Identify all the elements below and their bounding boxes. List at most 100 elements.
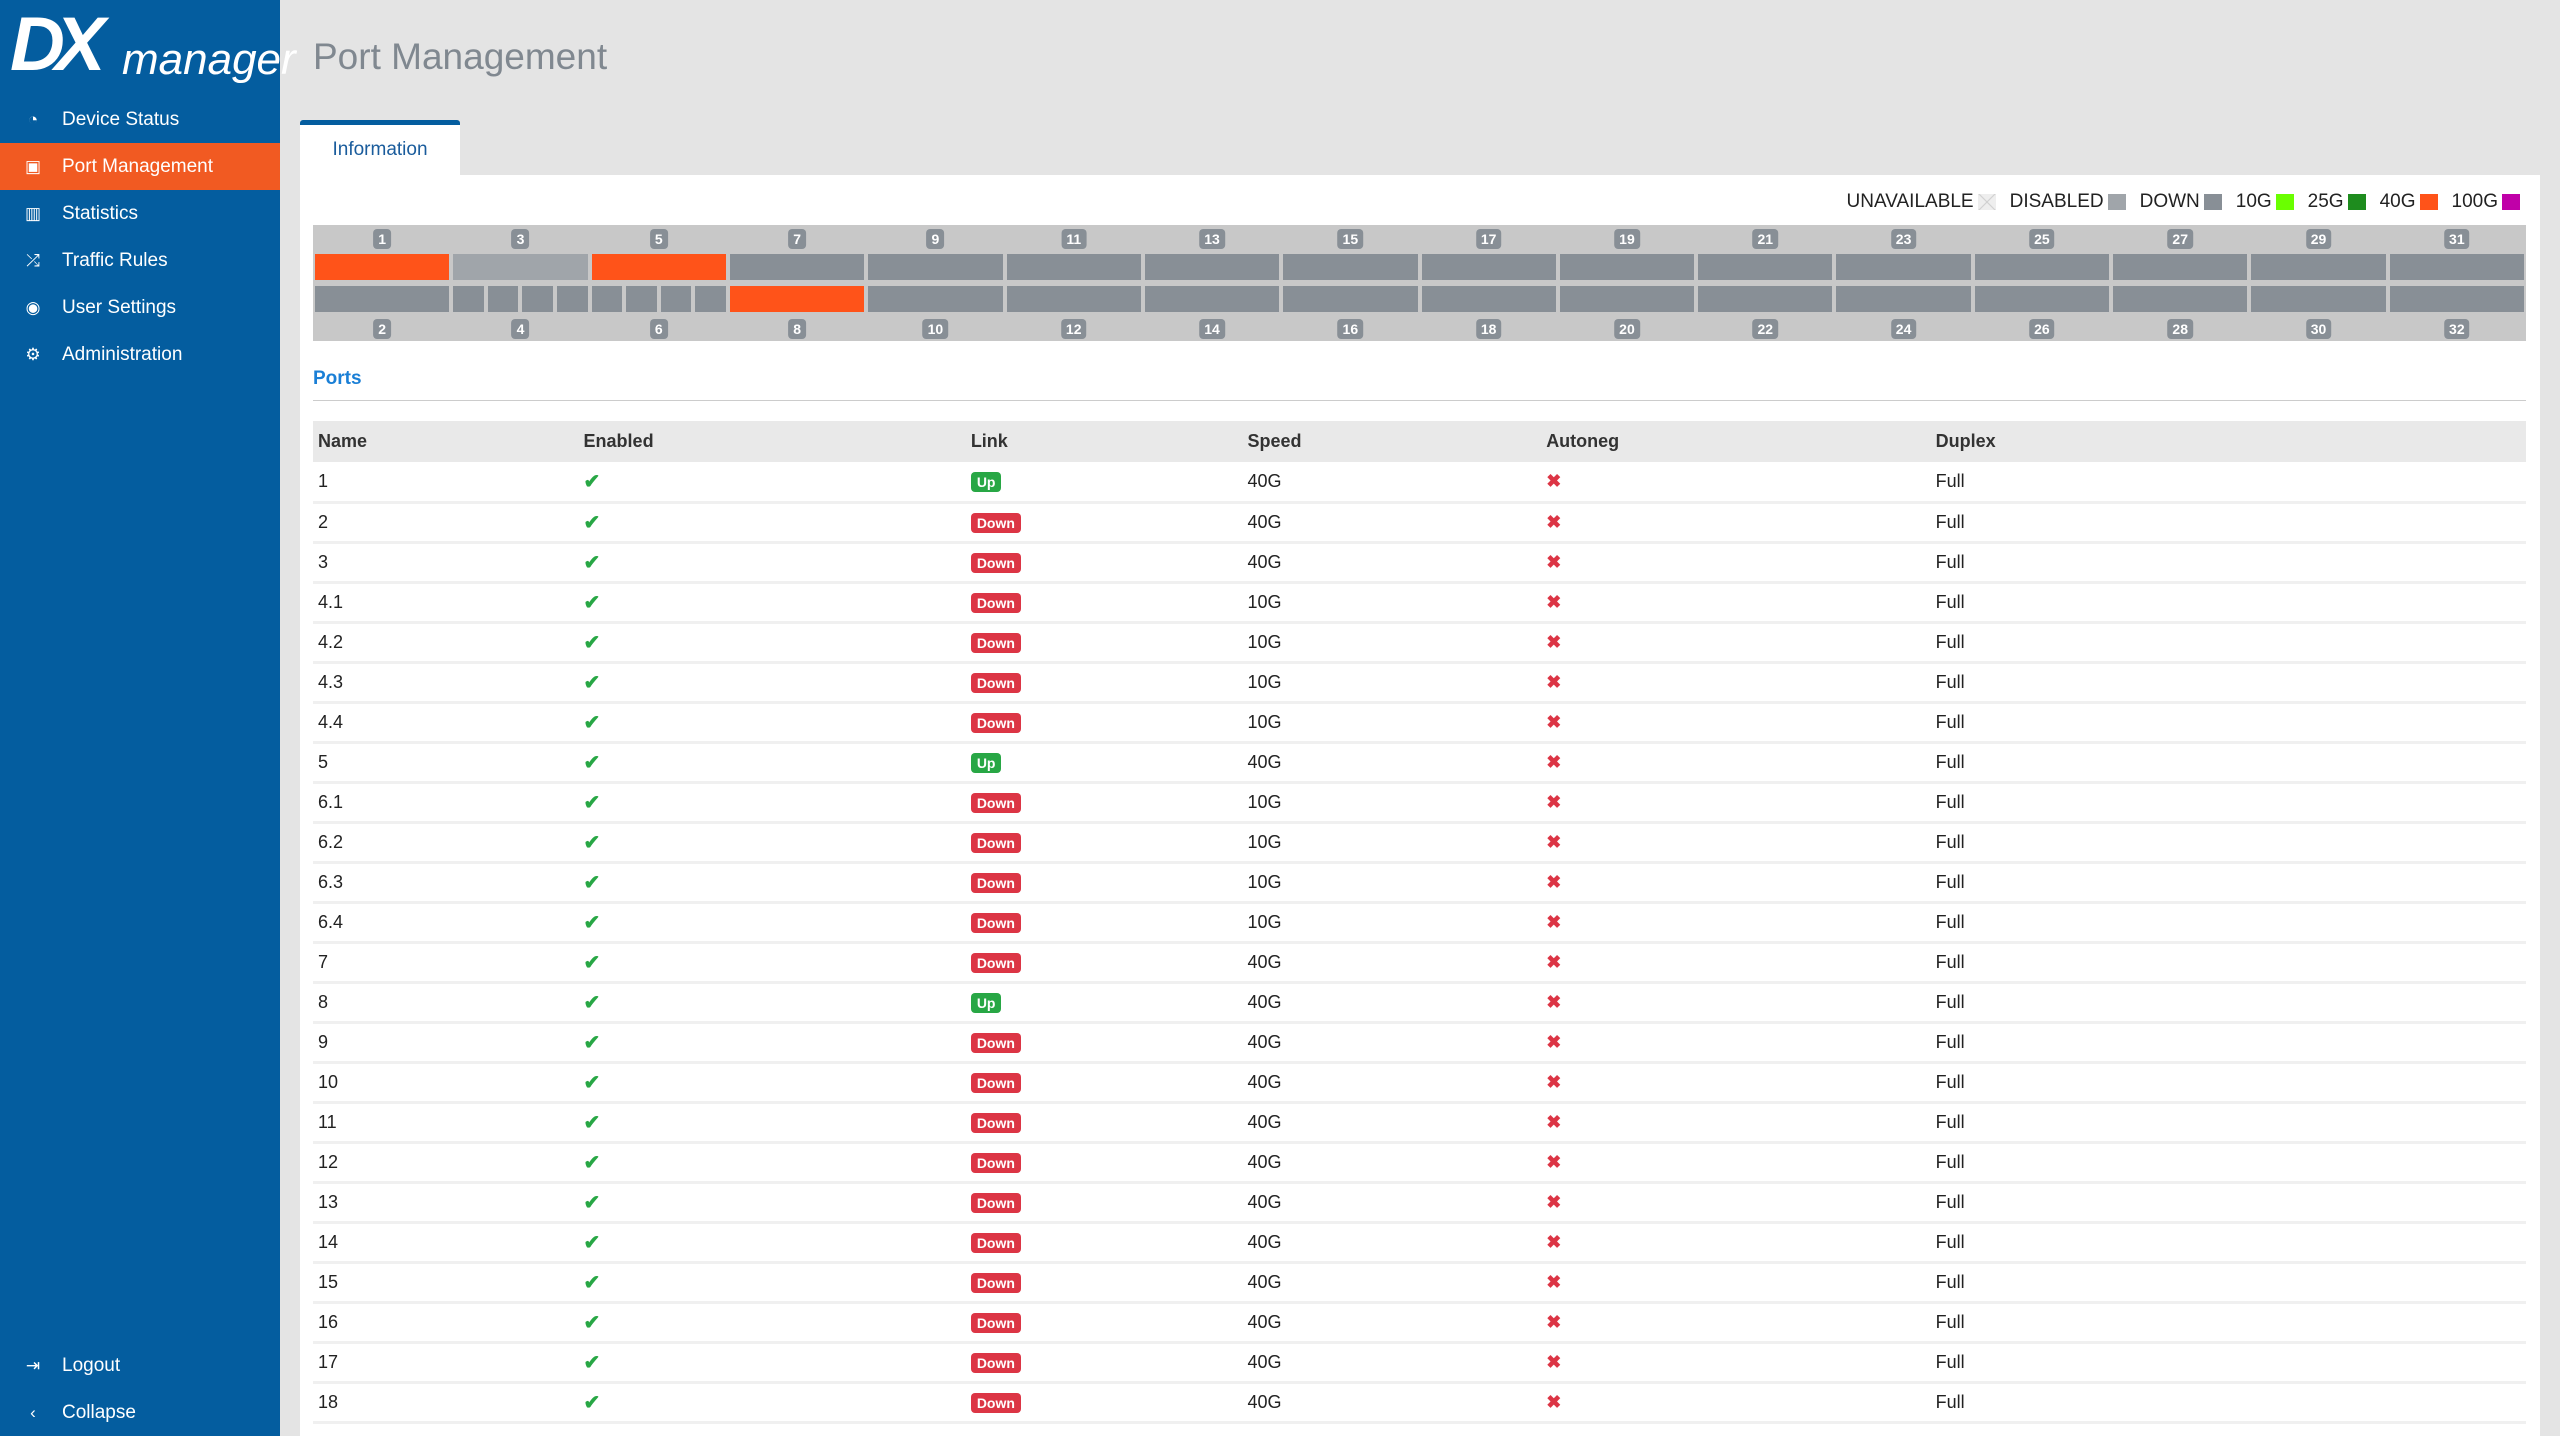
port-23[interactable] (1836, 254, 1971, 280)
table-row[interactable]: 16 ✔ Down 40G ✖ Full (313, 1302, 2526, 1344)
port-segment-down[interactable] (453, 286, 484, 312)
port-24[interactable] (1836, 286, 1971, 312)
port-28[interactable] (2113, 286, 2248, 312)
port-15[interactable] (1283, 254, 1418, 280)
port-segment-down[interactable] (2389, 254, 2524, 280)
port-11[interactable] (1006, 254, 1141, 280)
logo[interactable]: DX manager (10, 7, 296, 85)
table-row[interactable]: 11 ✔ Down 40G ✖ Full (313, 1102, 2526, 1144)
port-17[interactable] (1421, 254, 1556, 280)
port-segment-down[interactable] (868, 286, 1003, 312)
sidebar-item-port-management[interactable]: ▣ Port Management (0, 143, 280, 190)
port-segment-down[interactable] (1974, 254, 2110, 280)
port-32[interactable] (2389, 286, 2524, 312)
table-row[interactable]: 14 ✔ Down 40G ✖ Full (313, 1222, 2526, 1264)
port-segment-down[interactable] (729, 254, 865, 280)
port-10[interactable] (868, 286, 1003, 312)
port-9[interactable] (868, 254, 1003, 280)
port-segment-down[interactable] (591, 286, 623, 312)
port-segment-up40[interactable] (315, 254, 450, 280)
table-row[interactable]: 17 ✔ Down 40G ✖ Full (313, 1342, 2526, 1384)
sidebar-item-administration[interactable]: ⚙ Administration (0, 331, 280, 378)
port-26[interactable] (1974, 286, 2110, 312)
table-row[interactable]: 15 ✔ Down 40G ✖ Full (313, 1262, 2526, 1304)
sidebar-item-statistics[interactable]: ▥ Statistics (0, 190, 280, 237)
table-row[interactable]: 7 ✔ Down 40G ✖ Full (313, 942, 2526, 984)
port-segment-down[interactable] (868, 254, 1003, 280)
port-25[interactable] (1974, 254, 2110, 280)
table-row[interactable]: 4.2 ✔ Down 10G ✖ Full (313, 622, 2526, 664)
port-segment-down[interactable] (1421, 286, 1556, 312)
port-segment-down[interactable] (1283, 286, 1418, 312)
port-segment-down[interactable] (1144, 286, 1280, 312)
port-segment-down[interactable] (2113, 254, 2248, 280)
table-row[interactable]: 1 ✔ Up 40G ✖ Full (313, 462, 2526, 504)
column-header-name[interactable]: Name (313, 421, 579, 462)
table-row[interactable]: 6.4 ✔ Down 10G ✖ Full (313, 902, 2526, 944)
table-row[interactable]: 6.2 ✔ Down 10G ✖ Full (313, 822, 2526, 864)
table-row[interactable]: 4.1 ✔ Down 10G ✖ Full (313, 582, 2526, 624)
table-row[interactable]: 2 ✔ Down 40G ✖ Full (313, 502, 2526, 544)
port-16[interactable] (1283, 286, 1418, 312)
table-row[interactable]: 18 ✔ Down 40G ✖ Full (313, 1382, 2526, 1424)
table-row[interactable]: 13 ✔ Down 40G ✖ Full (313, 1182, 2526, 1224)
port-segment-down[interactable] (1836, 286, 1971, 312)
port-segment-down[interactable] (2113, 286, 2248, 312)
table-row[interactable]: 3 ✔ Down 40G ✖ Full (313, 542, 2526, 584)
sidebar-item-collapse[interactable]: ‹ Collapse (0, 1389, 280, 1436)
port-segment-down[interactable] (2251, 254, 2386, 280)
port-segment-down[interactable] (1559, 254, 1695, 280)
sidebar-item-logout[interactable]: ⇥ Logout (0, 1342, 280, 1389)
port-segment-disabled[interactable] (453, 254, 588, 280)
column-header-duplex[interactable]: Duplex (1930, 421, 2526, 462)
port-segment-down[interactable] (487, 286, 519, 312)
table-row[interactable]: 5 ✔ Up 40G ✖ Full (313, 742, 2526, 784)
port-1[interactable] (315, 254, 450, 280)
port-segment-down[interactable] (695, 286, 726, 312)
table-row[interactable]: 4.4 ✔ Down 10G ✖ Full (313, 702, 2526, 744)
table-row[interactable]: 6.3 ✔ Down 10G ✖ Full (313, 862, 2526, 904)
table-row[interactable]: 4.3 ✔ Down 10G ✖ Full (313, 662, 2526, 704)
column-header-speed[interactable]: Speed (1242, 421, 1542, 462)
port-3[interactable] (453, 254, 588, 280)
port-segment-down[interactable] (1974, 286, 2110, 312)
port-18[interactable] (1421, 286, 1556, 312)
table-row[interactable]: 12 ✔ Down 40G ✖ Full (313, 1142, 2526, 1184)
port-segment-down[interactable] (626, 286, 657, 312)
sidebar-item-device-status[interactable]: ◔ Device Status (0, 96, 280, 143)
port-29[interactable] (2251, 254, 2386, 280)
table-row[interactable]: 6.1 ✔ Down 10G ✖ Full (313, 782, 2526, 824)
port-segment-down[interactable] (1698, 286, 1833, 312)
port-segment-up40[interactable] (729, 286, 865, 312)
column-header-autoneg[interactable]: Autoneg (1541, 421, 1931, 462)
port-segment-up40[interactable] (591, 254, 726, 280)
port-segment-down[interactable] (1144, 254, 1280, 280)
port-segment-down[interactable] (1698, 254, 1833, 280)
tab-information[interactable]: Information (300, 120, 460, 176)
port-30[interactable] (2251, 286, 2386, 312)
port-segment-down[interactable] (315, 286, 450, 312)
port-31[interactable] (2389, 254, 2524, 280)
port-segment-down[interactable] (557, 286, 588, 312)
port-segment-down[interactable] (1421, 254, 1556, 280)
port-19[interactable] (1559, 254, 1695, 280)
port-14[interactable] (1144, 286, 1280, 312)
table-row[interactable]: 10 ✔ Down 40G ✖ Full (313, 1062, 2526, 1104)
column-header-enabled[interactable]: Enabled (578, 421, 966, 462)
port-27[interactable] (2113, 254, 2248, 280)
port-segment-down[interactable] (660, 286, 692, 312)
port-5[interactable] (591, 254, 726, 280)
column-header-link[interactable]: Link (965, 421, 1243, 462)
sidebar-item-user-settings[interactable]: ◉ User Settings (0, 284, 280, 331)
port-8[interactable] (729, 286, 865, 312)
port-13[interactable] (1144, 254, 1280, 280)
sidebar-item-traffic-rules[interactable]: ⤮ Traffic Rules (0, 237, 280, 284)
port-2[interactable] (315, 286, 450, 312)
port-segment-down[interactable] (522, 286, 554, 312)
port-segment-down[interactable] (2389, 286, 2524, 312)
port-segment-down[interactable] (1006, 254, 1141, 280)
port-4[interactable] (453, 286, 588, 312)
port-segment-down[interactable] (2251, 286, 2386, 312)
port-12[interactable] (1006, 286, 1141, 312)
port-6[interactable] (591, 286, 726, 312)
